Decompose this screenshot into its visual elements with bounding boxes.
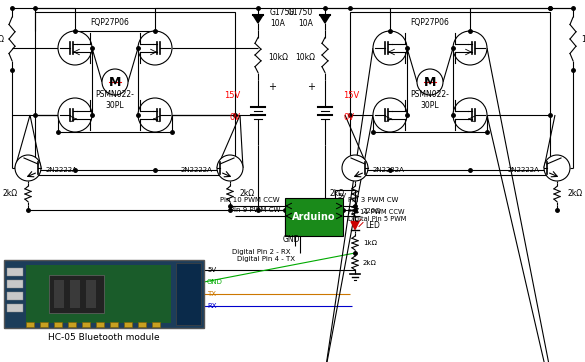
Bar [68,322,76,327]
Text: 2kΩ: 2kΩ [567,189,582,198]
Text: 5V: 5V [337,193,346,199]
Text: 10kΩ: 10kΩ [268,52,288,62]
Text: M: M [109,76,121,88]
Text: 15V: 15V [223,92,240,101]
Bar [138,322,146,327]
Text: 10kΩ: 10kΩ [295,52,315,62]
Text: 10kΩ: 10kΩ [0,35,4,45]
Text: FQP27P06: FQP27P06 [411,18,449,28]
Circle shape [217,155,243,181]
Text: 2kΩ: 2kΩ [363,260,377,266]
Text: 2kΩ: 2kΩ [240,189,255,198]
Text: 2N2222A: 2N2222A [507,167,539,173]
Text: 1kΩ: 1kΩ [363,240,377,246]
Text: 15V: 15V [343,92,359,101]
Text: 2N2222A: 2N2222A [46,167,78,173]
Text: 2N2222A: 2N2222A [180,167,212,173]
Text: 0V: 0V [229,114,240,122]
Circle shape [342,155,368,181]
Circle shape [453,31,487,65]
Bar [54,322,62,327]
Text: 220Ω: 220Ω [363,208,381,214]
Text: 10kΩ: 10kΩ [581,35,585,45]
Bar [4,260,204,328]
Bar [26,322,34,327]
Bar [7,292,23,300]
Text: GND: GND [207,279,223,285]
Text: G1750
10A: G1750 10A [270,8,295,28]
Text: Pin 11 PWM CCW
Digital Pin 5 PWM: Pin 11 PWM CCW Digital Pin 5 PWM [348,209,407,222]
Text: Arduino: Arduino [292,212,336,222]
Bar [124,322,132,327]
Circle shape [58,98,92,132]
Bar [110,322,118,327]
Circle shape [102,69,128,95]
Text: 0V: 0V [343,114,354,122]
Circle shape [373,98,407,132]
Circle shape [373,31,407,65]
Bar [7,280,23,288]
Circle shape [417,69,443,95]
Text: +: + [268,82,276,92]
Bar [285,198,343,236]
Bar [35,12,235,175]
Text: Digital Pin 4 - TX: Digital Pin 4 - TX [237,256,295,262]
Text: Pin 10 PWM CCW: Pin 10 PWM CCW [221,197,280,203]
Bar [26,265,171,323]
Bar [152,322,160,327]
Text: Pin 3 PWM CW: Pin 3 PWM CW [348,197,398,203]
Bar [350,12,550,175]
Text: +: + [307,82,315,92]
Bar [86,280,96,308]
Text: 2N2222A: 2N2222A [373,167,405,173]
Text: GND: GND [283,235,301,244]
Polygon shape [351,222,359,230]
Text: 2kΩ: 2kΩ [330,189,345,198]
Bar [70,280,80,308]
Circle shape [58,31,92,65]
Bar [40,322,48,327]
Bar [96,322,104,327]
Text: 2kΩ: 2kΩ [3,189,18,198]
Circle shape [544,155,570,181]
Circle shape [138,98,172,132]
Bar [176,263,201,325]
Circle shape [138,31,172,65]
Text: G1750
10A: G1750 10A [288,8,313,28]
Text: FQP27P06: FQP27P06 [91,18,129,28]
Text: RX: RX [207,303,216,309]
Text: Pin 9 PWM CW: Pin 9 PWM CW [230,207,280,213]
Text: 5V: 5V [207,267,216,273]
Bar [7,268,23,276]
Bar [49,275,104,313]
Bar [54,280,64,308]
Circle shape [15,155,41,181]
Text: Digital Pin 2 - RX: Digital Pin 2 - RX [232,249,290,255]
Text: PSMN022-
30PL: PSMN022- 30PL [411,90,449,110]
Polygon shape [253,15,263,23]
Text: M: M [424,76,436,88]
Bar [7,304,23,312]
Text: LED: LED [365,220,380,230]
Text: TX: TX [207,291,216,297]
Text: PSMN022-
30PL: PSMN022- 30PL [95,90,135,110]
Bar [82,322,90,327]
Circle shape [453,98,487,132]
Text: HC-05 Bluetooth module: HC-05 Bluetooth module [48,333,160,342]
Polygon shape [320,15,330,23]
